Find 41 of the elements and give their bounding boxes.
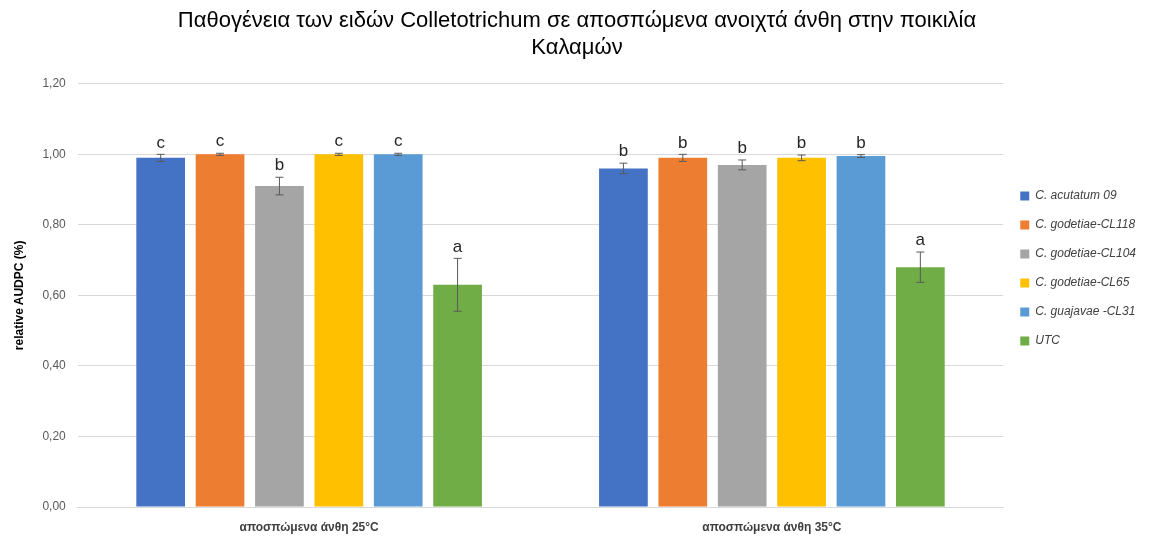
bar [373, 154, 423, 507]
data-label: c [393, 131, 403, 151]
bar [836, 156, 886, 507]
bar [717, 164, 767, 507]
x-tick-label: αποσπώμενα άνθη 25°C [239, 519, 380, 534]
y-tick-label: 0,60 [42, 287, 67, 302]
data-label: b [737, 138, 747, 158]
bar [896, 267, 945, 507]
bar [136, 157, 186, 507]
y-tick-label: 0,00 [42, 499, 67, 514]
legend-label: C. acutatum 09 [1035, 188, 1117, 203]
bar [255, 186, 304, 507]
legend-label: UTC [1035, 333, 1061, 348]
bar [433, 284, 482, 507]
data-label: c [215, 131, 225, 151]
bar [195, 154, 245, 507]
data-label: b [274, 155, 285, 175]
bar [314, 154, 364, 507]
legend-label: C. godetiae-CL104 [1035, 246, 1137, 261]
legend-label: C. godetiae-CL65 [1035, 275, 1130, 290]
data-label: a [915, 230, 926, 250]
y-tick-label: 0,80 [42, 217, 67, 232]
bar [599, 168, 648, 507]
y-tick-label: 1,20 [42, 76, 67, 91]
y-tick-label: 1,00 [42, 146, 67, 161]
data-label: b [618, 141, 629, 161]
bar [777, 157, 826, 507]
legend-label: C. godetiae-CL118 [1035, 217, 1136, 232]
y-tick-label: 0,20 [42, 428, 67, 443]
bar [658, 157, 708, 507]
x-tick-label: αποσπώμενα άνθη 35°C [702, 519, 842, 534]
legend-label: C. guajavae -CL31 [1035, 304, 1136, 319]
data-label: b [796, 133, 807, 153]
data-label: a [452, 236, 463, 256]
data-label: c [156, 132, 166, 152]
data-label: b [678, 132, 688, 152]
data-label: b [856, 132, 866, 152]
chart-title: Παθογένεια των ειδών Colletotrichum σε αποσπώμενα ανοιχτά άνθη στην ποικιλία Καλαμών [177, 7, 977, 59]
y-axis-title: relative AUDPC (%) [11, 240, 26, 351]
data-label: c [334, 131, 344, 151]
y-tick-label: 0,40 [42, 358, 67, 373]
